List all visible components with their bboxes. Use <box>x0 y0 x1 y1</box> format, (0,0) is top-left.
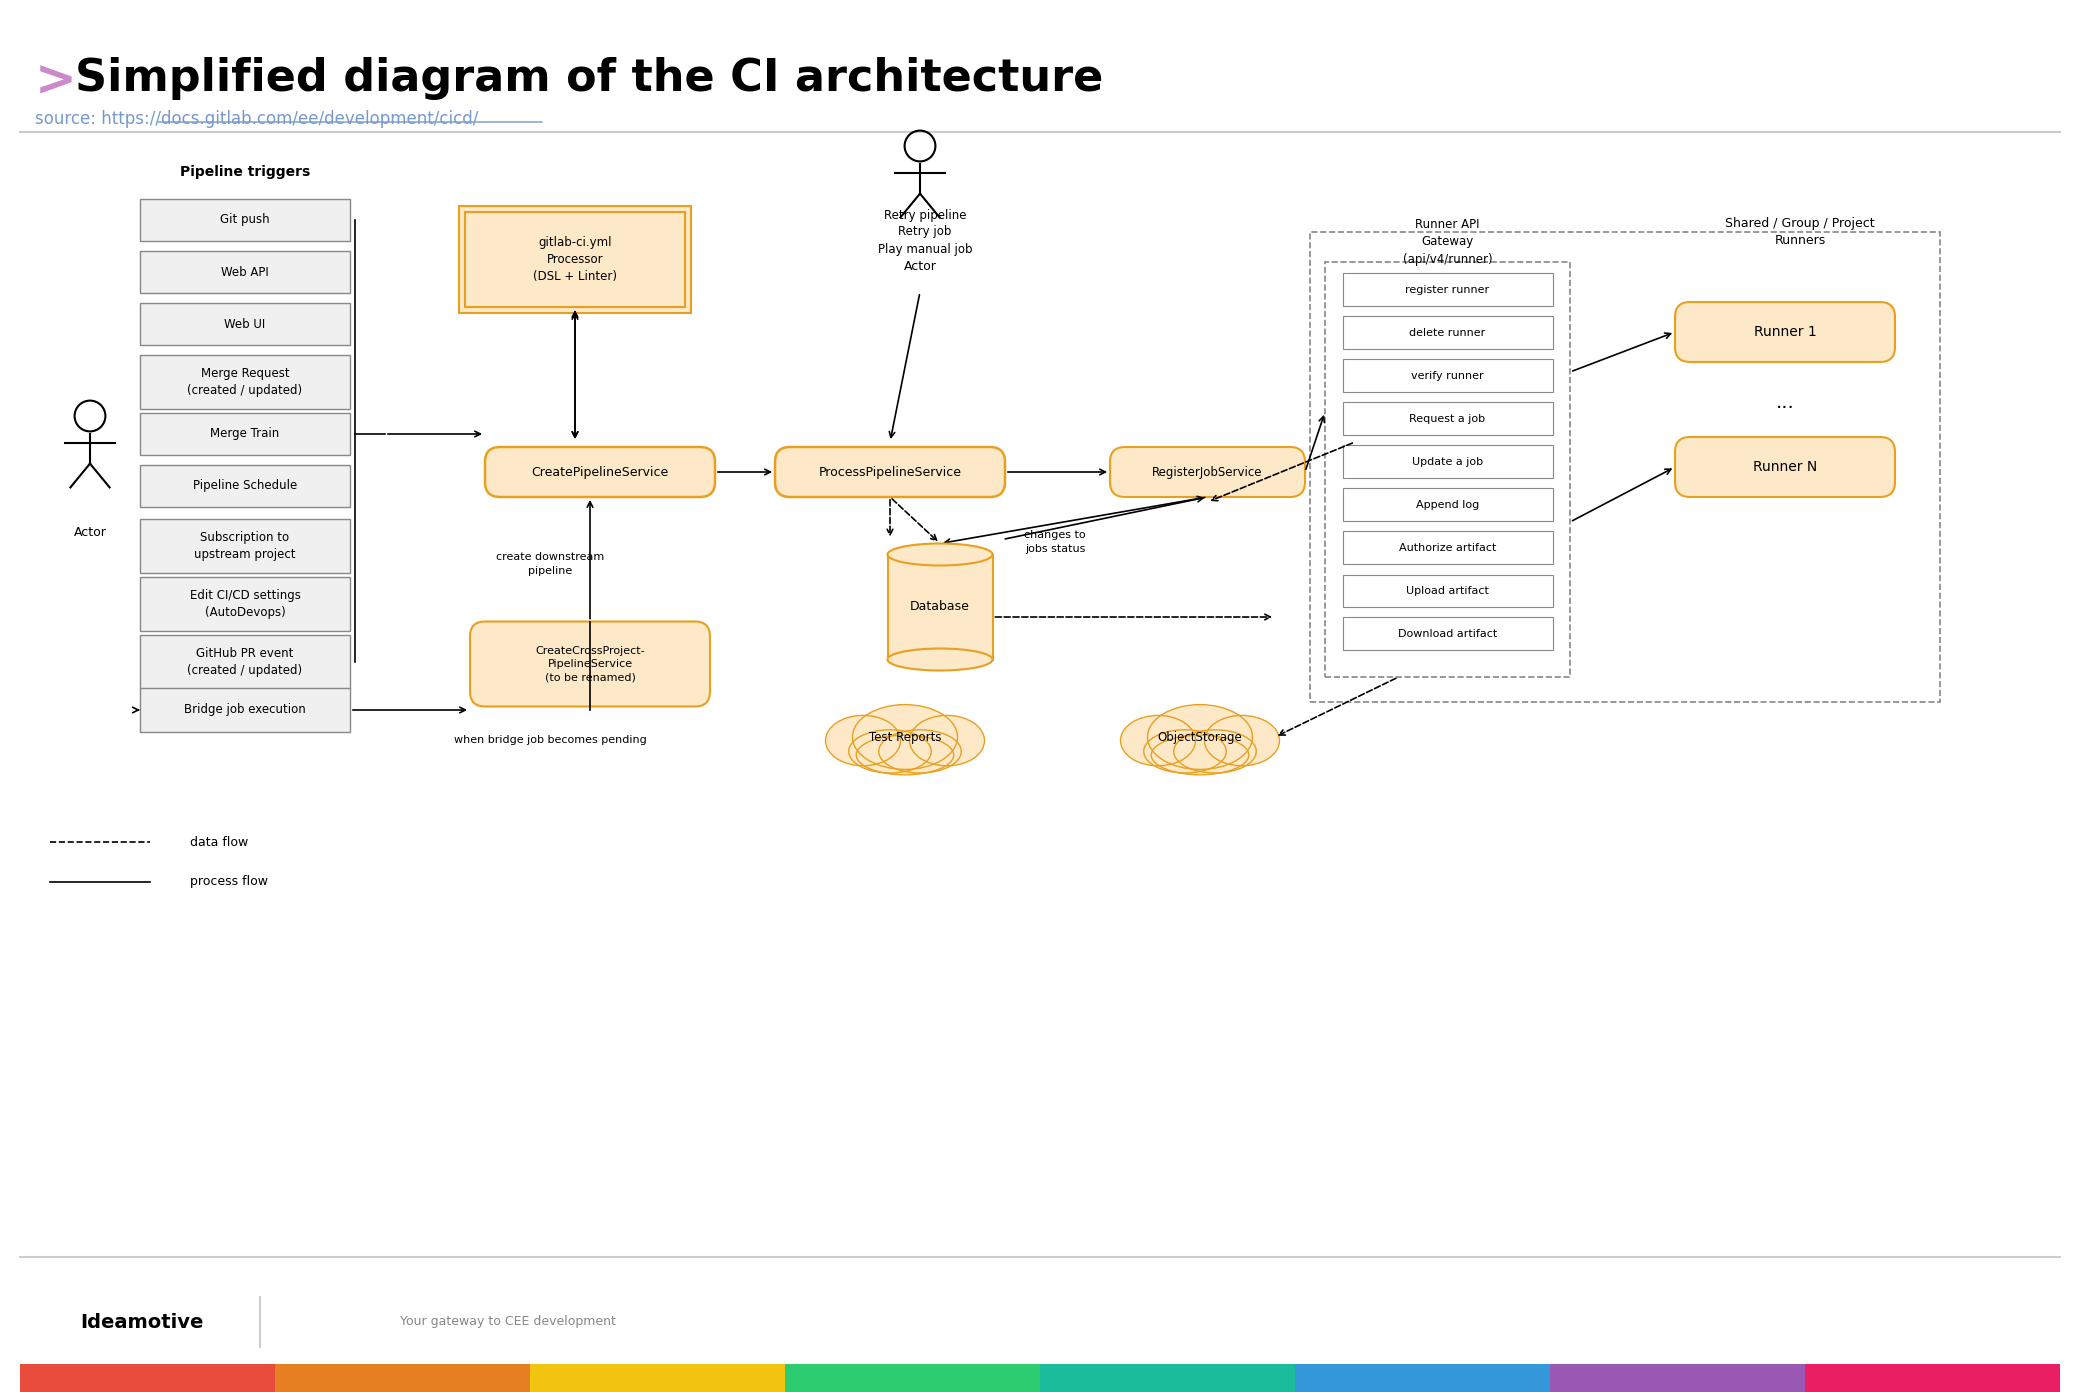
Bar <box>140 303 351 345</box>
Bar <box>1309 232 1940 702</box>
Text: ...: ... <box>1775 393 1794 412</box>
Bar <box>1549 1364 1804 1392</box>
Bar <box>140 578 351 631</box>
Text: Request a job: Request a job <box>1409 413 1485 425</box>
Ellipse shape <box>1144 729 1226 773</box>
FancyBboxPatch shape <box>775 447 1004 497</box>
Text: Runner API
Gateway
(api/v4/runner): Runner API Gateway (api/v4/runner) <box>1403 219 1493 266</box>
Bar <box>1326 262 1570 677</box>
Text: Shared / Group / Project
Runners: Shared / Group / Project Runners <box>1725 217 1875 246</box>
FancyBboxPatch shape <box>1675 302 1896 362</box>
Text: >: > <box>35 57 77 104</box>
Bar <box>140 519 351 574</box>
Bar <box>1343 402 1553 436</box>
Text: RegisterJobService: RegisterJobService <box>1153 465 1263 479</box>
Bar <box>530 1364 785 1392</box>
Bar <box>1040 1364 1295 1392</box>
Text: CreateCrossProject-
PipelineService
(to be renamed): CreateCrossProject- PipelineService (to … <box>535 646 645 682</box>
Bar <box>140 688 351 732</box>
Text: Bridge job execution: Bridge job execution <box>184 703 305 717</box>
Bar <box>1343 273 1553 306</box>
Text: Runner 1: Runner 1 <box>1754 324 1817 340</box>
Text: Actor: Actor <box>73 526 106 539</box>
Text: Retry pipeline
Retry job
Play manual job: Retry pipeline Retry job Play manual job <box>877 209 973 256</box>
FancyBboxPatch shape <box>484 447 714 497</box>
Text: Web API: Web API <box>221 266 269 278</box>
Text: Ideamotive: Ideamotive <box>79 1313 203 1332</box>
Text: Database: Database <box>910 600 971 614</box>
Bar <box>140 413 351 455</box>
Text: Git push: Git push <box>219 213 269 227</box>
Text: Web UI: Web UI <box>223 317 265 330</box>
Ellipse shape <box>1205 715 1280 766</box>
Ellipse shape <box>848 729 931 773</box>
Text: ObjectStorage: ObjectStorage <box>1157 731 1242 743</box>
Text: verify runner: verify runner <box>1411 372 1485 381</box>
Text: Runner N: Runner N <box>1752 459 1817 475</box>
Bar <box>1343 316 1553 349</box>
Text: Pipeline Schedule: Pipeline Schedule <box>192 479 296 493</box>
Text: Actor: Actor <box>904 260 935 273</box>
Ellipse shape <box>887 649 992 671</box>
Ellipse shape <box>1173 729 1257 773</box>
Ellipse shape <box>879 729 960 773</box>
Text: process flow: process flow <box>190 876 267 888</box>
Text: Upload artifact: Upload artifact <box>1405 586 1489 596</box>
Text: GitHub PR event
(created / updated): GitHub PR event (created / updated) <box>188 647 303 677</box>
Bar <box>140 251 351 292</box>
Bar <box>466 212 685 308</box>
Text: Merge Train: Merge Train <box>211 427 280 440</box>
Bar <box>21 1364 276 1392</box>
Text: Your gateway to CEE development: Your gateway to CEE development <box>401 1315 616 1328</box>
Ellipse shape <box>887 543 992 565</box>
Text: register runner: register runner <box>1405 285 1489 295</box>
Text: delete runner: delete runner <box>1409 329 1487 338</box>
Text: Download artifact: Download artifact <box>1397 629 1497 639</box>
Text: source: https://docs.gitlab.com/ee/development/cicd/: source: https://docs.gitlab.com/ee/devel… <box>35 110 478 128</box>
Text: changes to
jobs status: changes to jobs status <box>1025 530 1086 554</box>
Bar <box>140 465 351 507</box>
Ellipse shape <box>1150 735 1249 775</box>
Ellipse shape <box>1121 715 1196 766</box>
Text: Simplified diagram of the CI architecture: Simplified diagram of the CI architectur… <box>75 57 1102 100</box>
Ellipse shape <box>910 715 986 766</box>
Bar <box>459 206 691 313</box>
Text: create downstream
pipeline: create downstream pipeline <box>495 553 603 576</box>
Bar <box>1343 532 1553 565</box>
Text: Edit CI/CD settings
(AutoDevops): Edit CI/CD settings (AutoDevops) <box>190 589 301 619</box>
Bar <box>1343 359 1553 393</box>
Bar <box>785 1364 1040 1392</box>
Text: ProcessPipelineService: ProcessPipelineService <box>818 465 960 479</box>
Bar <box>140 635 351 689</box>
Text: Subscription to
upstream project: Subscription to upstream project <box>194 530 296 561</box>
Text: Test Reports: Test Reports <box>869 731 942 743</box>
Bar <box>1343 575 1553 607</box>
Text: Update a job: Update a job <box>1411 457 1482 466</box>
Bar <box>1343 489 1553 522</box>
FancyBboxPatch shape <box>470 621 710 707</box>
Bar <box>140 199 351 241</box>
Bar <box>276 1364 530 1392</box>
Bar <box>1343 618 1553 650</box>
Ellipse shape <box>852 704 958 770</box>
Bar <box>1295 1364 1549 1392</box>
FancyBboxPatch shape <box>1675 437 1896 497</box>
Text: Append log: Append log <box>1416 500 1478 509</box>
Text: gitlab-ci.yml
Processor
(DSL + Linter): gitlab-ci.yml Processor (DSL + Linter) <box>532 237 616 283</box>
Text: Pipeline triggers: Pipeline triggers <box>180 166 311 180</box>
Ellipse shape <box>1148 704 1253 770</box>
Bar <box>140 355 351 409</box>
Text: Merge Request
(created / updated): Merge Request (created / updated) <box>188 367 303 397</box>
Bar <box>887 554 992 660</box>
Bar <box>1804 1364 2061 1392</box>
Ellipse shape <box>825 715 900 766</box>
Text: when bridge job becomes pending: when bridge job becomes pending <box>453 735 647 745</box>
Text: CreatePipelineService: CreatePipelineService <box>530 465 668 479</box>
Bar <box>1343 445 1553 479</box>
Ellipse shape <box>856 735 954 775</box>
Text: data flow: data flow <box>190 835 248 849</box>
Text: Authorize artifact: Authorize artifact <box>1399 543 1497 553</box>
FancyBboxPatch shape <box>1111 447 1305 497</box>
